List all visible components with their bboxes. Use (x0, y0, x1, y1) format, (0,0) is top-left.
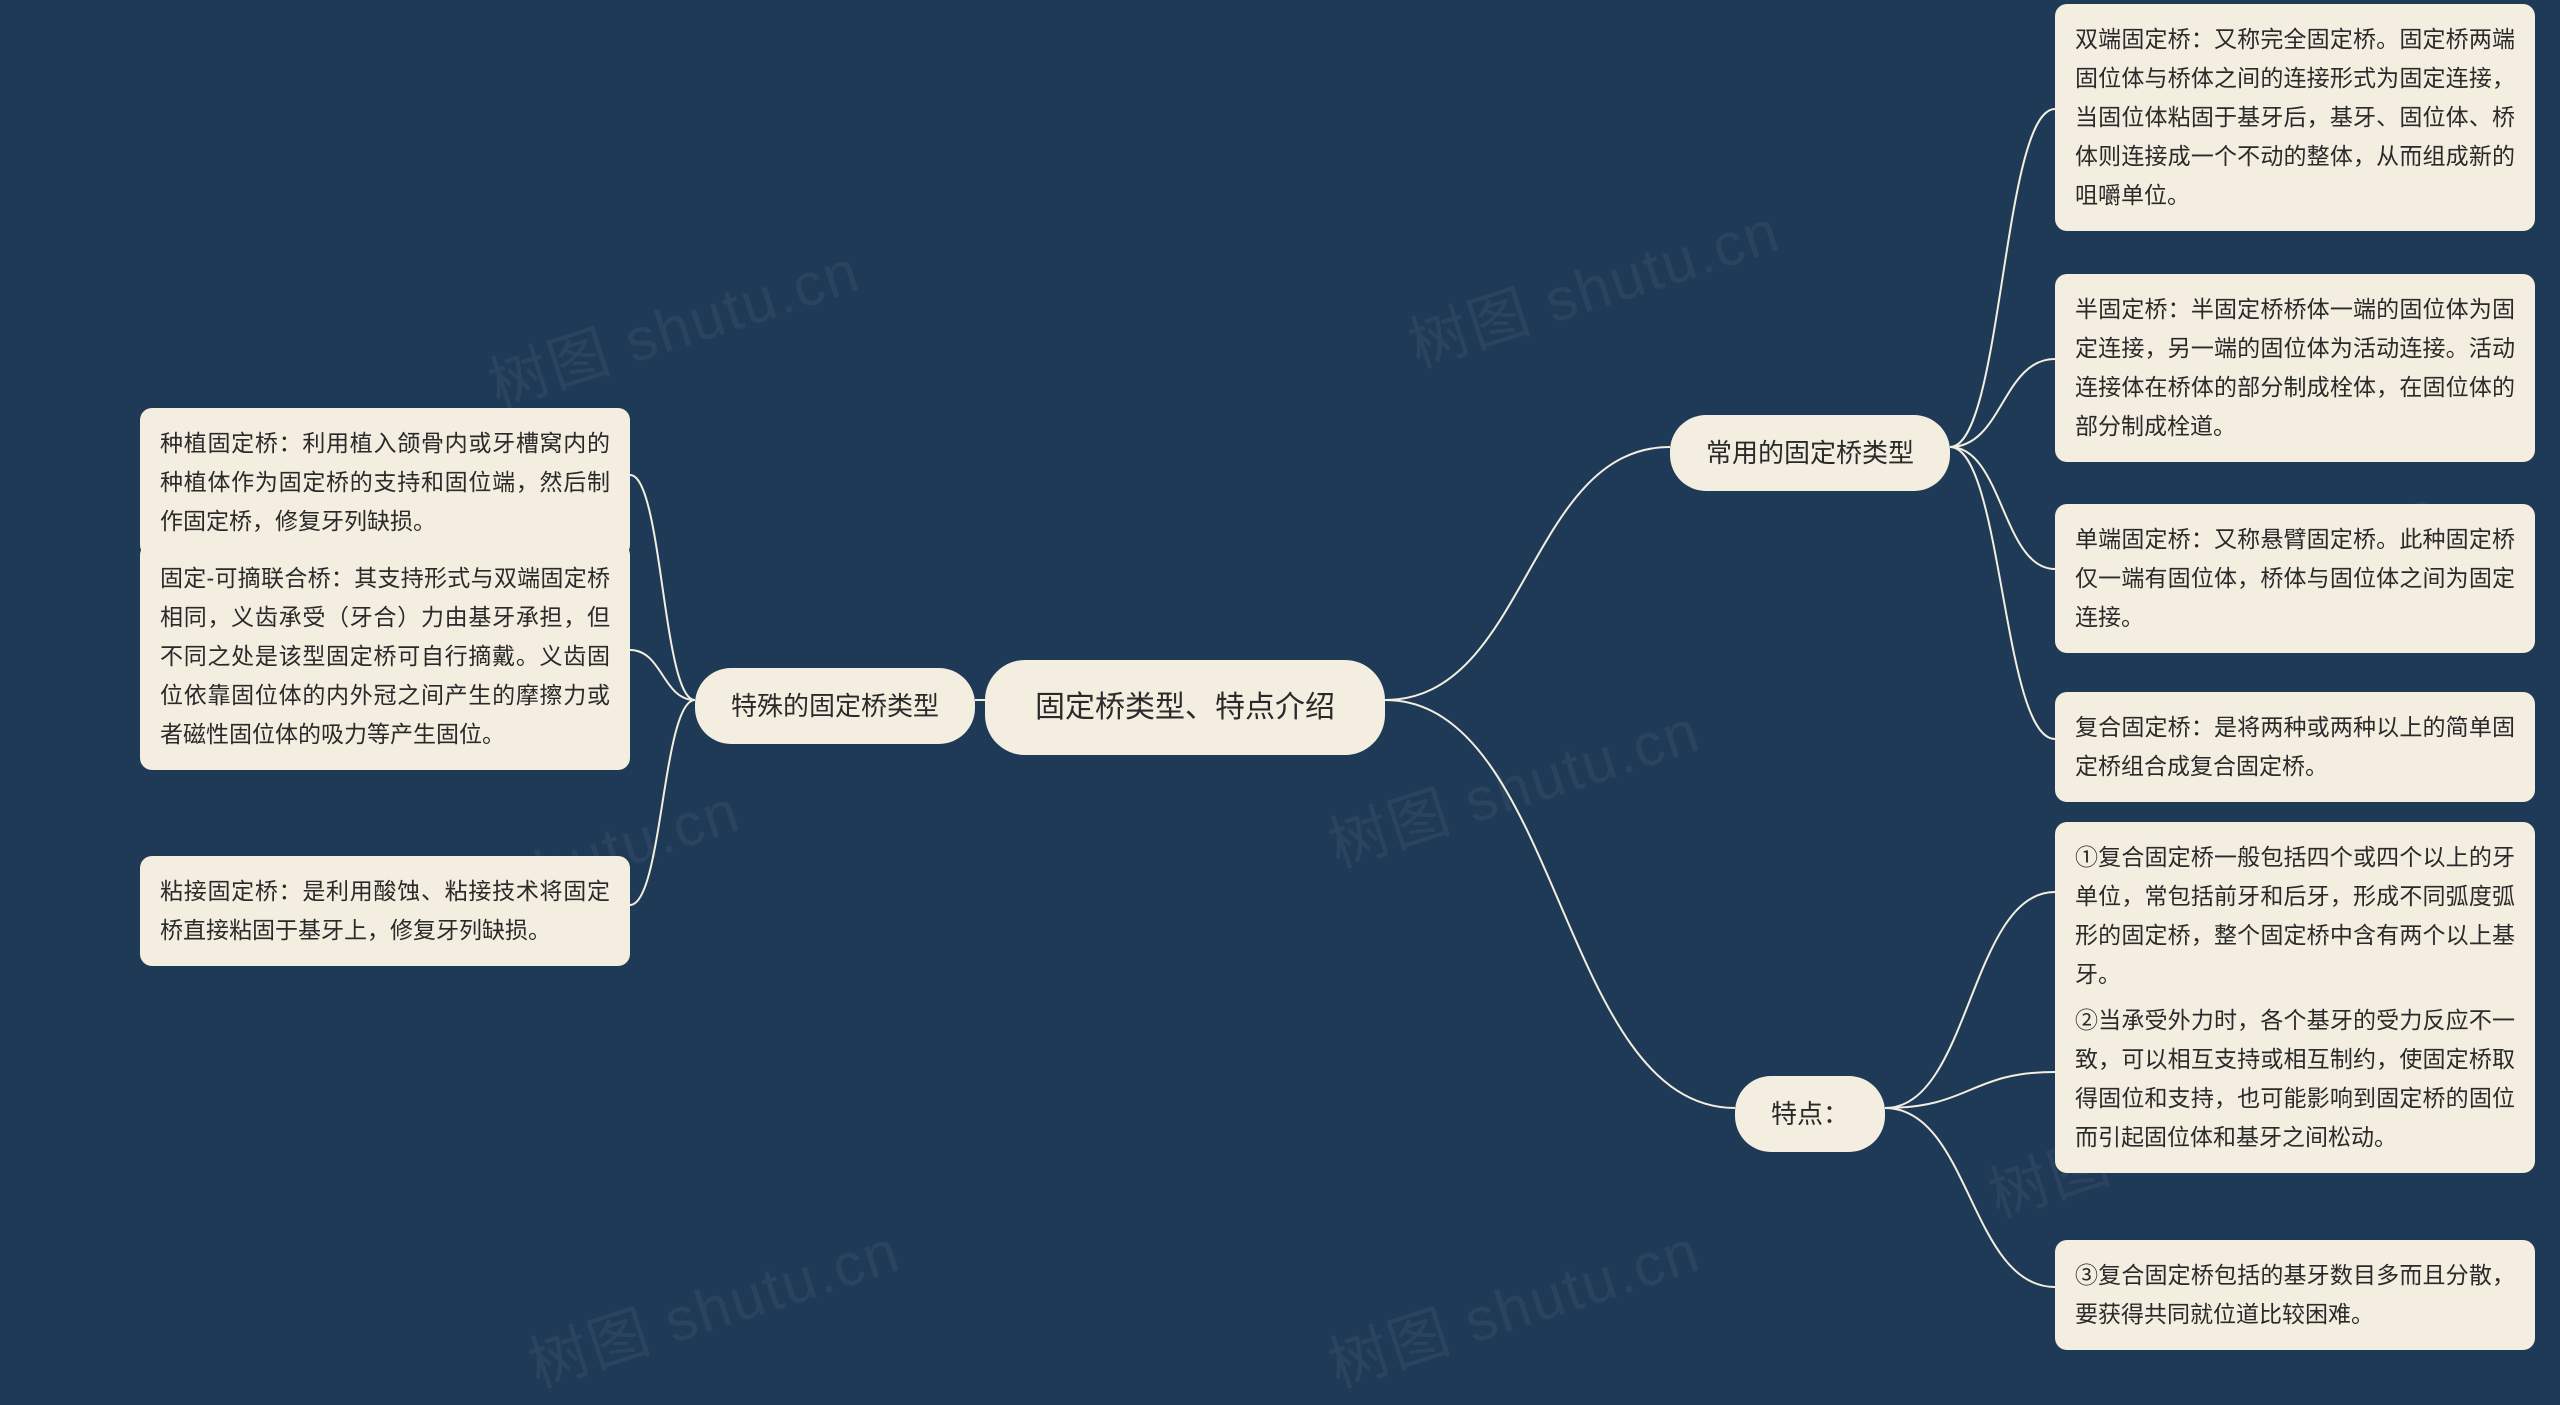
leaf-l_c2: 半固定桥：半固定桥桥体一端的固位体为固定连接，另一端的固位体为活动连接。活动连接… (2055, 274, 2535, 462)
branch-b_special: 特殊的固定桥类型 (695, 668, 975, 744)
leaf-l_c3: 单端固定桥：又称悬臂固定桥。此种固定桥仅一端有固位体，桥体与固位体之间为固定连接… (2055, 504, 2535, 653)
watermark: 树图 shutu.cn (1396, 183, 1790, 385)
root-node-label: 固定桥类型、特点介绍 (1035, 691, 1335, 724)
leaf-l_f1-label: ①复合固定桥一般包括四个或四个以上的牙单位，常包括前牙和后牙，形成不同弧度弧形的… (2075, 844, 2515, 987)
leaf-l_f2: ②当承受外力时，各个基牙的受力反应不一致，可以相互支持或相互制约，使固定桥取得固… (2055, 985, 2535, 1173)
branch-b_features-label: 特点： (1771, 1099, 1849, 1129)
branch-b_special-label: 特殊的固定桥类型 (731, 691, 939, 721)
leaf-l_f3: ③复合固定桥包括的基牙数目多而且分散，要获得共同就位道比较困难。 (2055, 1240, 2535, 1350)
leaf-l_f1: ①复合固定桥一般包括四个或四个以上的牙单位，常包括前牙和后牙，形成不同弧度弧形的… (2055, 822, 2535, 1010)
leaf-l_c3-label: 单端固定桥：又称悬臂固定桥。此种固定桥仅一端有固位体，桥体与固位体之间为固定连接… (2075, 526, 2515, 630)
leaf-l_f3-label: ③复合固定桥包括的基牙数目多而且分散，要获得共同就位道比较困难。 (2075, 1262, 2515, 1327)
mindmap-canvas: 树图 shutu.cn 树图 shutu.cn 树图 shutu.cn 树图 shut… (0, 0, 2560, 1405)
leaf-l_c1: 双端固定桥：又称完全固定桥。固定桥两端固位体与桥体之间的连接形式为固定连接，当固… (2055, 4, 2535, 231)
leaf-l_s3-label: 粘接固定桥：是利用酸蚀、粘接技术将固定桥直接粘固于基牙上，修复牙列缺损。 (160, 878, 610, 943)
leaf-l_c4-label: 复合固定桥：是将两种或两种以上的简单固定桥组合成复合固定桥。 (2075, 714, 2515, 779)
leaf-l_s2: 固定-可摘联合桥：其支持形式与双端固定桥相同，义齿承受（牙合）力由基牙承担，但不… (140, 543, 630, 770)
leaf-l_s2-label: 固定-可摘联合桥：其支持形式与双端固定桥相同，义齿承受（牙合）力由基牙承担，但不… (160, 565, 610, 747)
branch-b_features: 特点： (1735, 1076, 1885, 1152)
root-node: 固定桥类型、特点介绍 (985, 660, 1385, 755)
watermark: 树图 shutu.cn (516, 1203, 910, 1405)
leaf-l_c1-label: 双端固定桥：又称完全固定桥。固定桥两端固位体与桥体之间的连接形式为固定连接，当固… (2075, 26, 2515, 208)
watermark: 树图 shutu.cn (1316, 1203, 1710, 1405)
leaf-l_s1-label: 种植固定桥：利用植入颌骨内或牙槽窝内的种植体作为固定桥的支持和固位端，然后制作固… (160, 430, 610, 534)
branch-b_common-label: 常用的固定桥类型 (1706, 438, 1914, 468)
leaf-l_c2-label: 半固定桥：半固定桥桥体一端的固位体为固定连接，另一端的固位体为活动连接。活动连接… (2075, 296, 2515, 439)
leaf-l_c4: 复合固定桥：是将两种或两种以上的简单固定桥组合成复合固定桥。 (2055, 692, 2535, 802)
branch-b_common: 常用的固定桥类型 (1670, 415, 1950, 491)
watermark: 树图 shutu.cn (476, 223, 870, 425)
leaf-l_f2-label: ②当承受外力时，各个基牙的受力反应不一致，可以相互支持或相互制约，使固定桥取得固… (2075, 1007, 2515, 1150)
leaf-l_s1: 种植固定桥：利用植入颌骨内或牙槽窝内的种植体作为固定桥的支持和固位端，然后制作固… (140, 408, 630, 557)
leaf-l_s3: 粘接固定桥：是利用酸蚀、粘接技术将固定桥直接粘固于基牙上，修复牙列缺损。 (140, 856, 630, 966)
